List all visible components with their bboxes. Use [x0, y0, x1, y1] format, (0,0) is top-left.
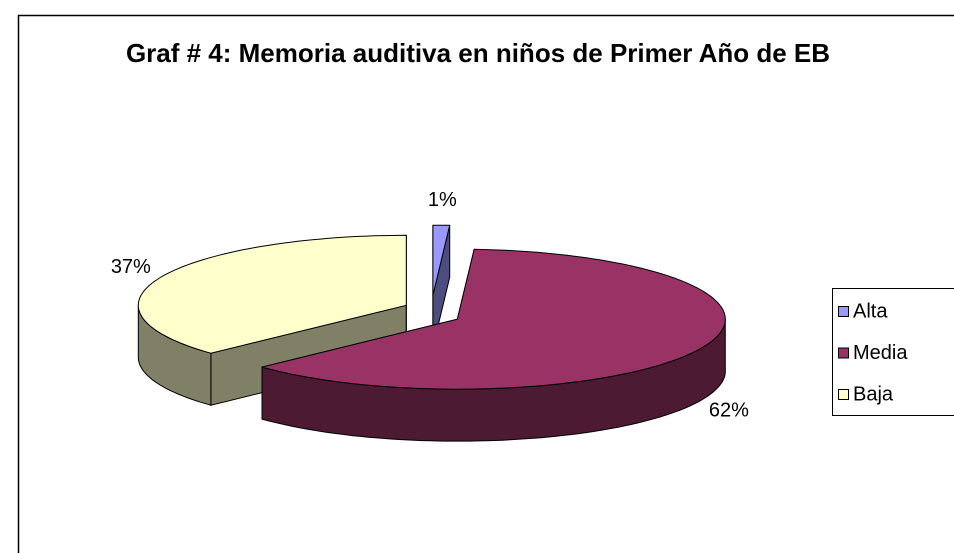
legend-label: Media	[853, 342, 908, 364]
legend-label: Baja	[853, 383, 894, 405]
slice	[137, 234, 407, 354]
legend-swatch	[838, 389, 849, 400]
legend-label: Alta	[853, 300, 888, 322]
data-label: 1%	[428, 189, 457, 211]
pie	[137, 224, 726, 442]
legend-swatch	[838, 306, 849, 317]
slice	[261, 248, 726, 390]
data-label: 62%	[709, 400, 749, 422]
legend-swatch	[838, 347, 849, 359]
data-label: 37%	[111, 256, 151, 278]
chart-title: Graf # 4: Memoria auditiva en niños de P…	[125, 38, 831, 68]
slice	[432, 224, 451, 296]
legend-box	[832, 288, 954, 416]
